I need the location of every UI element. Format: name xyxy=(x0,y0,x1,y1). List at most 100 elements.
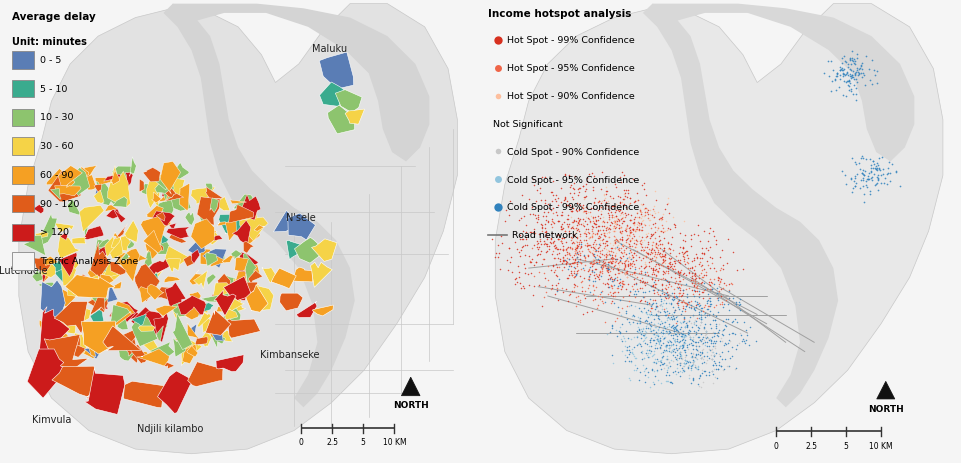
Polygon shape xyxy=(234,257,248,271)
Point xyxy=(633,215,649,222)
Point xyxy=(590,217,605,225)
Point xyxy=(605,292,621,300)
Text: Cold Spot - 90% Confidence: Cold Spot - 90% Confidence xyxy=(506,147,639,156)
Point xyxy=(524,256,539,263)
Point xyxy=(698,269,713,276)
Point xyxy=(638,321,653,328)
Point xyxy=(604,352,619,359)
Point xyxy=(565,185,580,192)
Point xyxy=(612,241,628,248)
Point xyxy=(871,165,886,172)
Point xyxy=(617,351,632,359)
Point xyxy=(628,280,644,288)
Point xyxy=(690,366,705,373)
Point xyxy=(568,244,583,252)
Point xyxy=(599,241,614,249)
Point xyxy=(597,299,612,306)
Point xyxy=(686,321,702,328)
Polygon shape xyxy=(132,314,146,326)
Point xyxy=(710,277,726,284)
Point xyxy=(624,271,639,278)
Point xyxy=(627,269,642,276)
Point xyxy=(553,245,568,253)
Point xyxy=(570,267,585,274)
Point xyxy=(656,347,672,355)
Point xyxy=(626,270,641,277)
Point xyxy=(666,306,681,313)
Polygon shape xyxy=(27,349,67,398)
Point xyxy=(651,324,666,331)
Point xyxy=(700,262,715,269)
Point xyxy=(673,354,688,362)
Point xyxy=(846,56,861,63)
Point xyxy=(579,214,595,222)
Point xyxy=(676,257,691,265)
Point xyxy=(692,351,707,358)
Point xyxy=(626,239,641,247)
Point xyxy=(619,223,634,231)
Point xyxy=(624,349,639,357)
Point xyxy=(846,60,861,67)
Point xyxy=(673,299,688,306)
Polygon shape xyxy=(121,254,130,262)
Point xyxy=(678,281,693,288)
Point xyxy=(628,226,643,233)
Point xyxy=(660,265,676,272)
Point xyxy=(688,350,703,358)
Point xyxy=(596,259,611,267)
Point xyxy=(633,269,649,277)
Point xyxy=(690,303,705,310)
Point xyxy=(562,207,578,215)
Point xyxy=(661,256,677,263)
Point xyxy=(680,374,696,382)
Point xyxy=(675,363,690,370)
Point xyxy=(708,362,724,369)
Point xyxy=(679,363,695,370)
Point xyxy=(580,275,596,283)
Point xyxy=(630,213,646,221)
Point xyxy=(569,269,584,277)
Point xyxy=(865,165,880,173)
Point xyxy=(641,338,656,346)
Polygon shape xyxy=(40,281,65,322)
Point xyxy=(579,252,595,260)
Point xyxy=(694,359,709,367)
Point xyxy=(690,351,705,358)
Polygon shape xyxy=(72,238,86,244)
Point xyxy=(660,309,676,317)
Polygon shape xyxy=(52,366,97,399)
Point xyxy=(612,229,628,236)
Point xyxy=(636,331,652,338)
Point xyxy=(713,355,728,363)
Point xyxy=(714,326,729,334)
Point xyxy=(564,208,579,216)
Point xyxy=(655,334,671,342)
Point xyxy=(589,292,604,300)
Point xyxy=(682,367,698,374)
Point xyxy=(875,180,891,187)
Point xyxy=(523,229,538,236)
Point xyxy=(606,251,622,259)
Polygon shape xyxy=(138,326,155,332)
Point xyxy=(624,313,639,320)
Point xyxy=(569,208,584,215)
Point xyxy=(638,269,653,276)
Point xyxy=(699,357,714,364)
Point xyxy=(579,241,595,249)
Point xyxy=(604,360,620,367)
Point xyxy=(642,225,657,232)
Point xyxy=(635,247,651,255)
Point xyxy=(859,176,875,184)
Point xyxy=(554,224,569,232)
Point xyxy=(550,255,565,262)
Point xyxy=(610,207,626,215)
Polygon shape xyxy=(205,253,217,267)
Point xyxy=(671,305,686,313)
Polygon shape xyxy=(155,243,163,251)
Point xyxy=(636,264,652,272)
Point xyxy=(608,333,624,340)
Point xyxy=(837,181,852,188)
Point xyxy=(629,313,645,320)
Point xyxy=(684,272,700,280)
Polygon shape xyxy=(76,345,85,354)
